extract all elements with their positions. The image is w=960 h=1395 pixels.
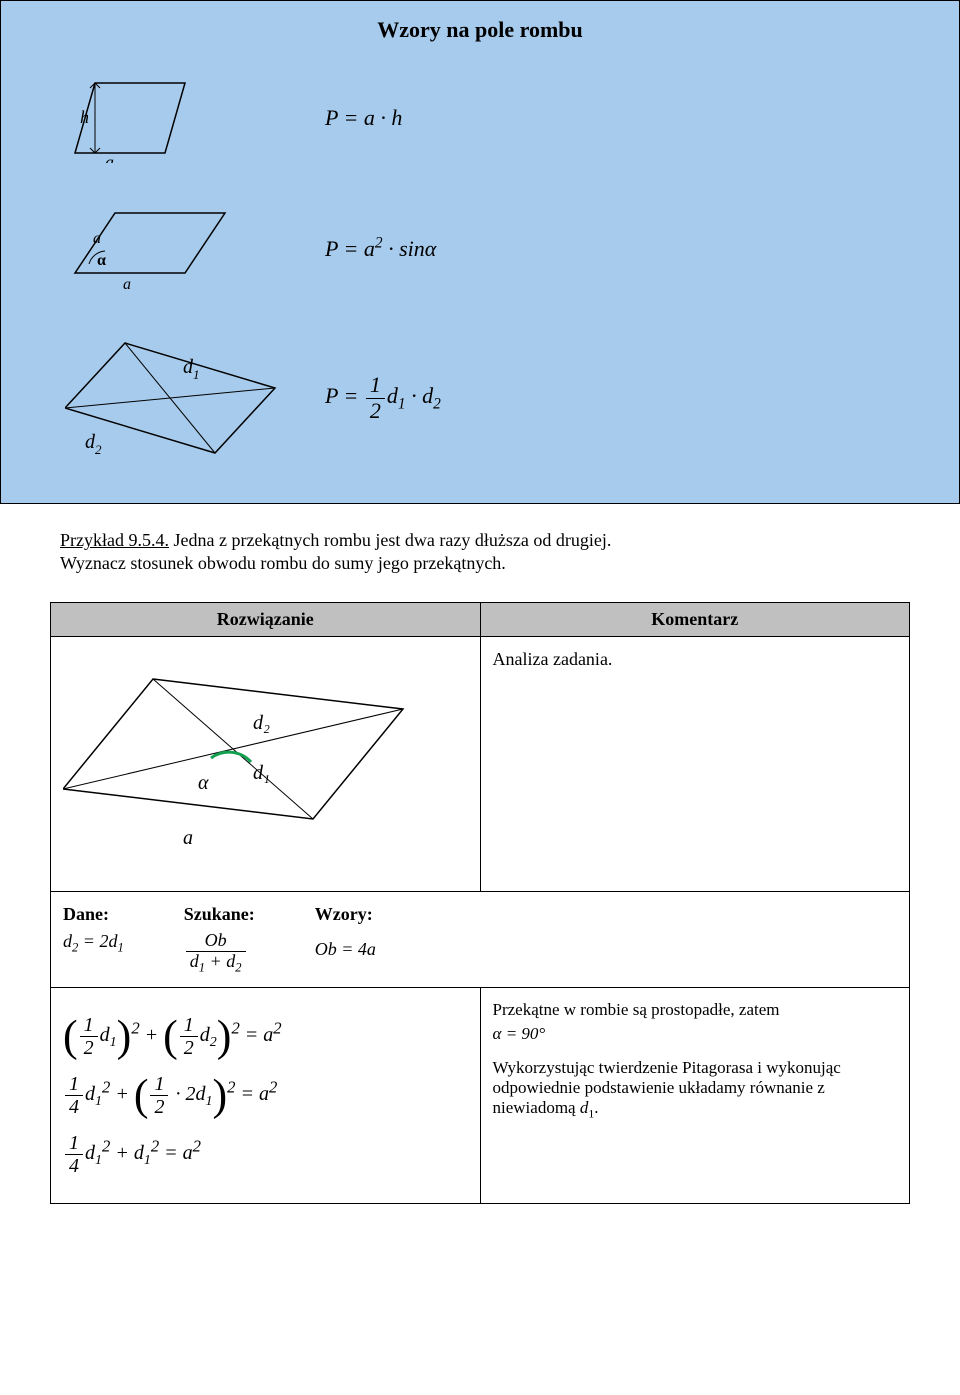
szukane-col: Szukane: Obd1 + d2 xyxy=(184,904,255,975)
svg-text:a: a xyxy=(123,276,131,293)
analysis-text: Analiza zadania. xyxy=(493,649,613,669)
dane-col: Dane: d2 = 2d1 xyxy=(63,904,124,975)
example-sentence-1: Jedna z przekątnych rombu jest dwa razy … xyxy=(169,530,611,550)
header-komentarz: Komentarz xyxy=(480,603,910,637)
rhombus-height-figure: h a xyxy=(25,73,325,163)
formula-row-2: a a α P = a2 · sinα xyxy=(25,203,935,293)
formula-1: P = a · h xyxy=(325,105,935,131)
analysis-rhombus-svg: α d₁ d₂ a xyxy=(63,649,423,859)
wzory-value: Ob = 4a xyxy=(315,939,376,960)
szukane-label: Szukane: xyxy=(184,904,255,924)
rhombus-diagonals-figure: d1 d2 xyxy=(25,333,325,463)
example-sentence-2: Wyznacz stosunek obwodu rombu do sumy je… xyxy=(60,553,900,574)
example-heading: Przykład 9.5.4. xyxy=(60,530,169,550)
commentary-cell: Przekątne w rombie są prostopadłe, zatem… xyxy=(480,988,910,1204)
svg-text:α: α xyxy=(198,772,209,794)
formula-3: P = 12d1 · d2 xyxy=(325,373,935,422)
steps-row: (12d1)2 + (12d2)2 = a2 14d12 + (12 · 2d1… xyxy=(51,988,910,1204)
svg-text:d₁: d₁ xyxy=(253,762,270,784)
svg-text:d1: d1 xyxy=(183,356,200,382)
szukane-value: Obd1 + d2 xyxy=(184,931,255,975)
svg-text:d2: d2 xyxy=(85,431,102,457)
rhombus-angle-figure: a a α xyxy=(25,203,325,293)
formulas-box: Wzory na pole rombu h a P = a · h a a α xyxy=(0,0,960,504)
commentary-line-2: Wykorzystując twierdzenie Pitagorasa i w… xyxy=(493,1058,898,1121)
solution-table: Rozwiązanie Komentarz α d₁ d₂ a Analiza … xyxy=(50,602,910,1204)
equation-3: 14d12 + d12 = a2 xyxy=(63,1132,468,1177)
equation-1: (12d1)2 + (12d2)2 = a2 xyxy=(63,1014,468,1059)
commentary-alpha: α = 90° xyxy=(493,1024,898,1044)
svg-text:α: α xyxy=(97,252,106,269)
steps-cell: (12d1)2 + (12d2)2 = a2 14d12 + (12 · 2d1… xyxy=(51,988,481,1204)
formula-row-1: h a P = a · h xyxy=(25,73,935,163)
dane-szukane-wzory-cell: Dane: d2 = 2d1 Szukane: Obd1 + d2 Wzory:… xyxy=(51,892,910,988)
analysis-row: α d₁ d₂ a Analiza zadania. xyxy=(51,637,910,892)
wzory-col: Wzory: Ob = 4a xyxy=(315,904,376,975)
equation-2: 14d12 + (12 · 2d1)2 = a2 xyxy=(63,1073,468,1118)
box-title: Wzory na pole rombu xyxy=(25,17,935,43)
svg-text:a: a xyxy=(105,152,114,163)
rhombus-alpha-svg: a a α xyxy=(65,203,235,293)
header-rozwiazanie: Rozwiązanie xyxy=(51,603,481,637)
svg-text:h: h xyxy=(80,107,89,127)
formula-2: P = a2 · sinα xyxy=(325,234,935,261)
dane-label: Dane: xyxy=(63,904,109,924)
analysis-text-cell: Analiza zadania. xyxy=(480,637,910,892)
formula-row-3: d1 d2 P = 12d1 · d2 xyxy=(25,333,935,463)
analysis-figure-cell: α d₁ d₂ a xyxy=(51,637,481,892)
rhombus-diag-svg: d1 d2 xyxy=(65,333,285,463)
svg-text:a: a xyxy=(183,827,193,849)
example-text: Przykład 9.5.4. Jedna z przekątnych romb… xyxy=(0,504,960,602)
dane-value: d2 = 2d1 xyxy=(63,931,124,956)
svg-text:d₂: d₂ xyxy=(253,712,270,734)
rhombus-h-svg: h a xyxy=(65,73,205,163)
svg-text:a: a xyxy=(93,230,101,247)
data-row: Dane: d2 = 2d1 Szukane: Obd1 + d2 Wzory:… xyxy=(51,892,910,988)
table-header-row: Rozwiązanie Komentarz xyxy=(51,603,910,637)
commentary-line-1: Przekątne w rombie są prostopadłe, zatem xyxy=(493,1000,898,1020)
wzory-label: Wzory: xyxy=(315,904,373,924)
